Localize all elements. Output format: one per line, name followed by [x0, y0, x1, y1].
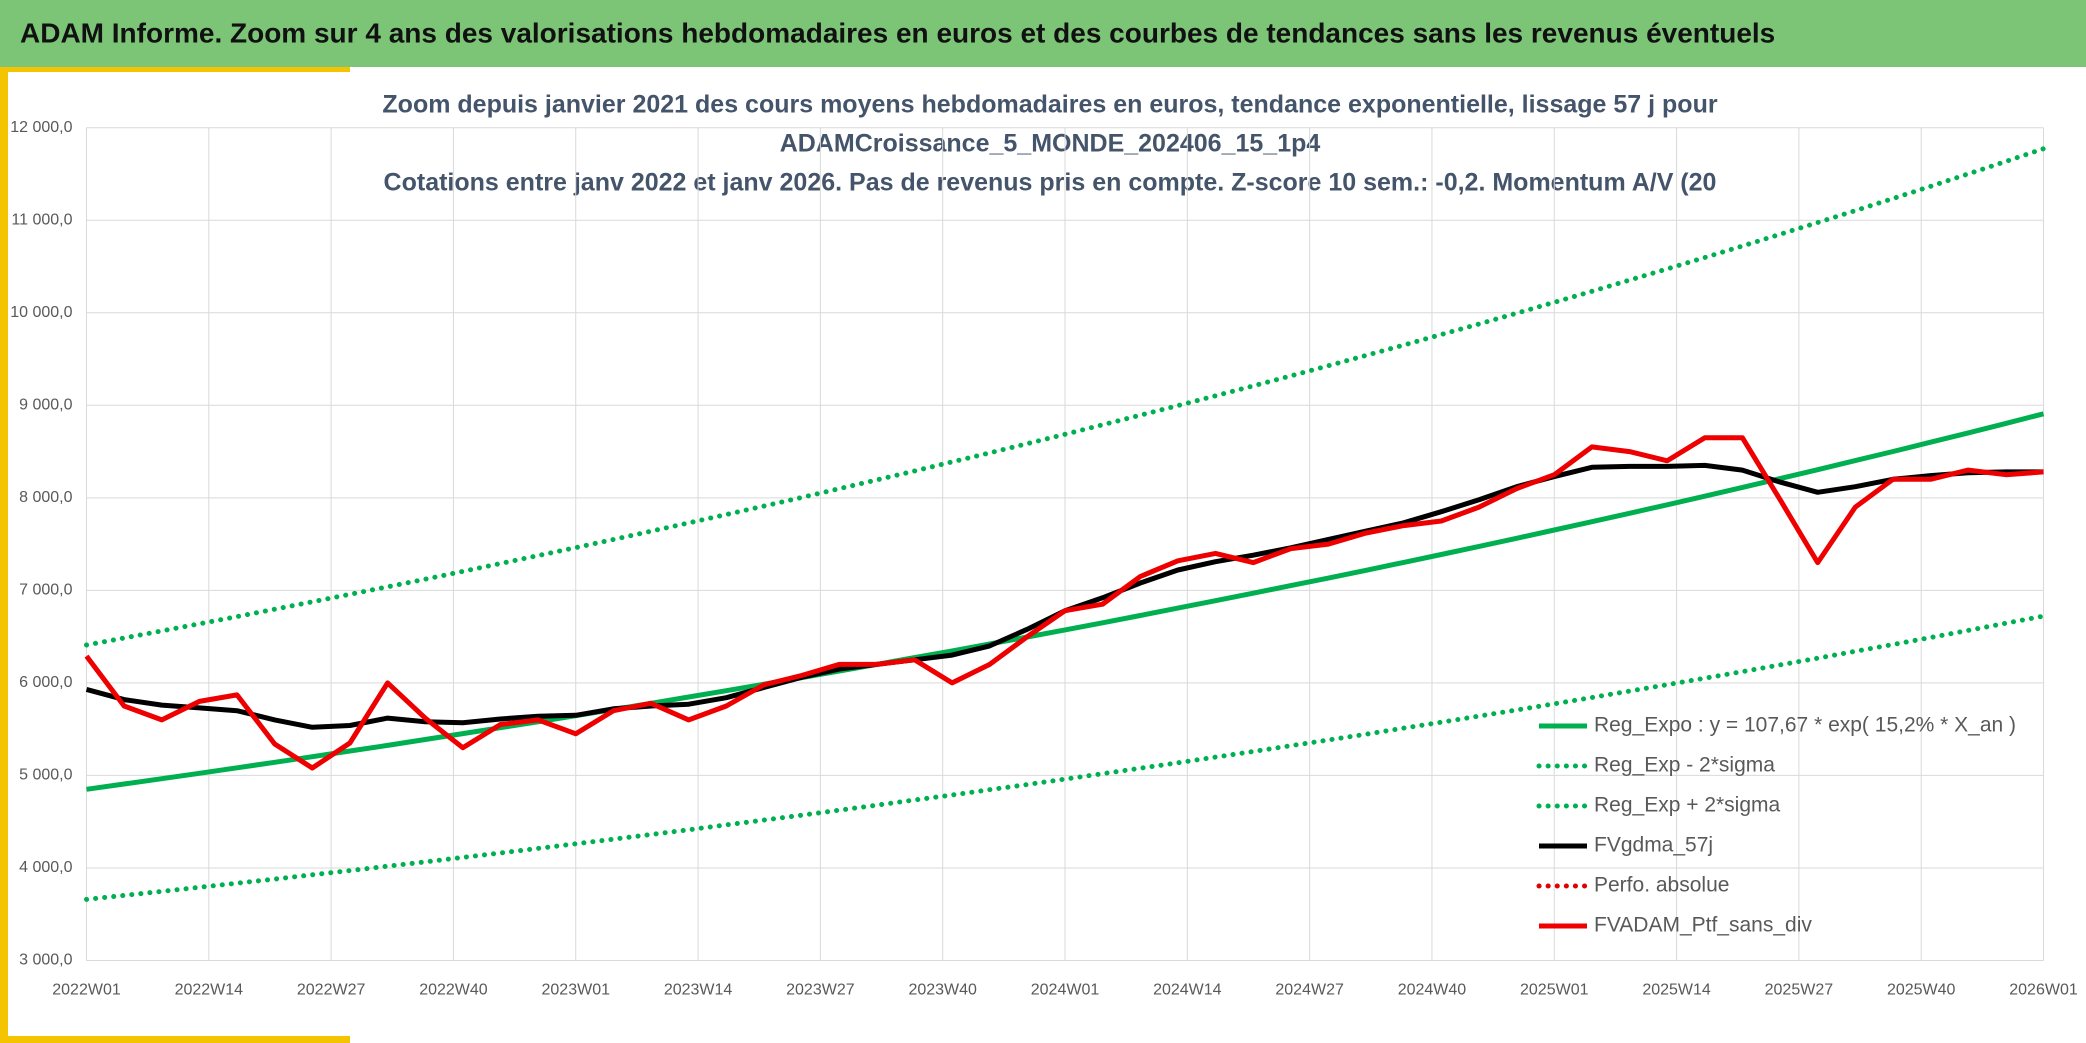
x-tick-label: 2023W27 — [786, 982, 855, 999]
x-tick-label: 2025W14 — [1642, 982, 1711, 999]
series-line — [84, 613, 2046, 902]
y-tick-label: 12 000,0 — [10, 119, 72, 136]
x-tick-label: 2025W01 — [1520, 982, 1589, 999]
x-tick-label: 2026W01 — [2009, 982, 2078, 999]
x-tick-label: 2023W14 — [664, 982, 733, 999]
y-tick-label: 3 000,0 — [19, 952, 72, 969]
header-title: ADAM Informe. Zoom sur 4 ans des valoris… — [20, 17, 1775, 48]
x-tick-label: 2023W40 — [908, 982, 977, 999]
series-line — [84, 146, 2046, 648]
legend-label: Reg_Exp - 2*sigma — [1594, 754, 1775, 777]
legend-label: FVADAM_Ptf_sans_div — [1594, 914, 1812, 937]
x-tick-label: 2023W01 — [542, 982, 611, 999]
y-tick-label: 9 000,0 — [19, 397, 72, 414]
x-tick-label: 2022W40 — [419, 982, 488, 999]
chart-title-line: Zoom depuis janvier 2021 des cours moyen… — [382, 91, 1717, 119]
y-tick-label: 10 000,0 — [10, 304, 72, 321]
x-tick-label: 2022W01 — [52, 982, 121, 999]
chart-title: Zoom depuis janvier 2021 des cours moyen… — [382, 91, 1717, 197]
x-tick-label: 2022W27 — [297, 982, 366, 999]
y-tick-label: 5 000,0 — [19, 767, 72, 784]
legend-label: Reg_Exp + 2*sigma — [1594, 794, 1781, 817]
chart-title-line: ADAMCroissance_5_MONDE_202406_15_1p4 — [780, 130, 1321, 158]
x-tick-label: 2025W27 — [1765, 982, 1834, 999]
header-bar — [0, 0, 2086, 67]
y-tick-label: 8 000,0 — [19, 489, 72, 506]
legend-label: Perfo. absolue — [1594, 874, 1729, 897]
y-tick-label: 11 000,0 — [11, 211, 72, 228]
y-tick-label: 7 000,0 — [19, 582, 72, 599]
y-tick-label: 6 000,0 — [19, 674, 72, 691]
x-tick-label: 2024W14 — [1153, 982, 1222, 999]
y-tick-label: 4 000,0 — [19, 859, 72, 876]
chart-title-line: Cotations entre janv 2022 et janv 2026. … — [384, 169, 1717, 197]
x-tick-label: 2024W40 — [1398, 982, 1467, 999]
legend-label: FVgdma_57j — [1594, 834, 1713, 857]
series-line — [84, 435, 2044, 771]
x-tick-label: 2025W40 — [1887, 982, 1956, 999]
legend-label: Reg_Expo : y = 107,67 * exp( 15,2% * X_a… — [1594, 714, 2016, 737]
legend: Reg_Expo : y = 107,67 * exp( 15,2% * X_a… — [1536, 714, 2016, 937]
x-tick-label: 2024W01 — [1031, 982, 1100, 999]
accent — [0, 1036, 350, 1043]
series-line — [86, 411, 2045, 792]
accent — [0, 67, 350, 72]
x-tick-label: 2024W27 — [1275, 982, 1344, 999]
x-tick-label: 2022W14 — [175, 982, 244, 999]
accent — [0, 67, 8, 1043]
